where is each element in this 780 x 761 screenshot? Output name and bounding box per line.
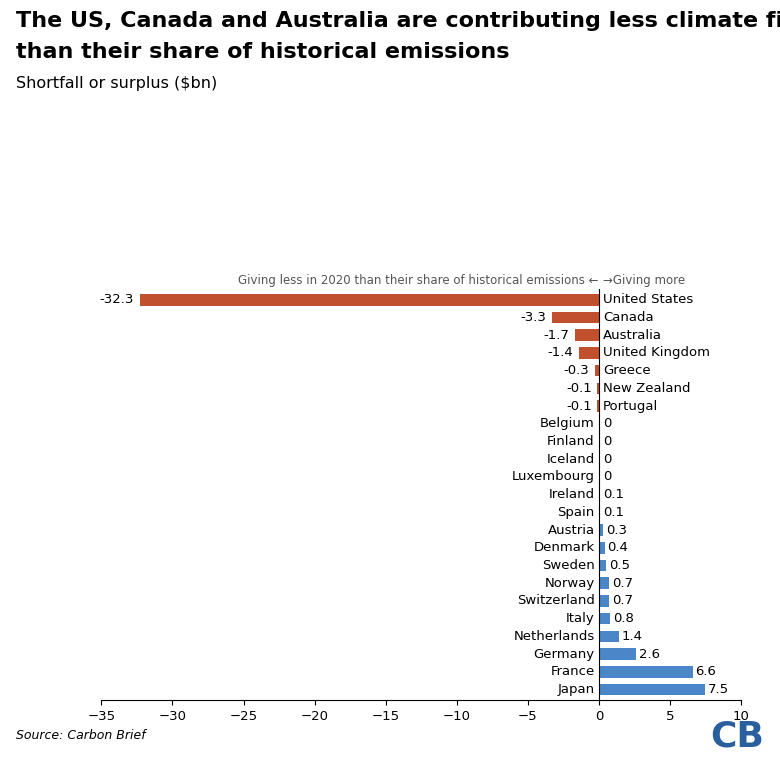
Text: New Zealand: New Zealand bbox=[603, 382, 690, 395]
Text: 0.8: 0.8 bbox=[613, 612, 634, 625]
Bar bbox=[599, 595, 609, 607]
Bar bbox=[599, 631, 619, 642]
Text: 0: 0 bbox=[603, 453, 612, 466]
Text: Japan: Japan bbox=[558, 683, 594, 696]
Text: than their share of historical emissions: than their share of historical emissions bbox=[16, 42, 509, 62]
Bar bbox=[599, 613, 610, 624]
Text: 2.6: 2.6 bbox=[639, 648, 660, 661]
Text: Iceland: Iceland bbox=[546, 453, 594, 466]
Text: -0.1: -0.1 bbox=[566, 400, 592, 412]
Bar bbox=[599, 648, 636, 660]
Text: -3.3: -3.3 bbox=[520, 311, 546, 324]
Text: -0.1: -0.1 bbox=[566, 382, 592, 395]
Text: Denmark: Denmark bbox=[534, 541, 594, 554]
Text: Canada: Canada bbox=[603, 311, 654, 324]
Text: -1.7: -1.7 bbox=[543, 329, 569, 342]
Text: Spain: Spain bbox=[558, 506, 594, 519]
Text: 0.7: 0.7 bbox=[612, 594, 633, 607]
Bar bbox=[140, 294, 599, 306]
Bar bbox=[599, 524, 603, 536]
Bar bbox=[599, 489, 601, 501]
Text: 7.5: 7.5 bbox=[708, 683, 729, 696]
Text: 0.5: 0.5 bbox=[609, 559, 629, 572]
Text: Giving less in 2020 than their share of historical emissions ←: Giving less in 2020 than their share of … bbox=[239, 273, 599, 287]
Text: 0.4: 0.4 bbox=[608, 541, 628, 554]
Bar bbox=[599, 578, 609, 589]
Text: 0.1: 0.1 bbox=[603, 488, 624, 501]
Bar bbox=[599, 666, 693, 677]
Text: Luxembourg: Luxembourg bbox=[512, 470, 594, 483]
Text: Greece: Greece bbox=[603, 365, 651, 377]
Bar bbox=[599, 542, 604, 553]
Text: Germany: Germany bbox=[534, 648, 594, 661]
Text: Belgium: Belgium bbox=[540, 417, 594, 430]
Bar bbox=[599, 507, 601, 518]
Text: Switzerland: Switzerland bbox=[516, 594, 594, 607]
Bar bbox=[597, 400, 599, 412]
Text: 0.3: 0.3 bbox=[606, 524, 627, 537]
Text: United States: United States bbox=[603, 293, 693, 307]
Text: -1.4: -1.4 bbox=[548, 346, 573, 359]
Text: Portugal: Portugal bbox=[603, 400, 658, 412]
Text: Italy: Italy bbox=[566, 612, 594, 625]
Text: -0.3: -0.3 bbox=[563, 365, 589, 377]
Text: 6.6: 6.6 bbox=[696, 665, 716, 678]
Text: Ireland: Ireland bbox=[548, 488, 594, 501]
Bar bbox=[599, 683, 705, 696]
Text: 0: 0 bbox=[603, 470, 612, 483]
Text: United Kingdom: United Kingdom bbox=[603, 346, 710, 359]
Text: 0.1: 0.1 bbox=[603, 506, 624, 519]
Bar bbox=[579, 347, 599, 358]
Text: 0: 0 bbox=[603, 435, 612, 448]
Text: Source: Carbon Brief: Source: Carbon Brief bbox=[16, 729, 145, 742]
Text: Austria: Austria bbox=[548, 524, 594, 537]
Text: The US, Canada and Australia are contributing less climate finance: The US, Canada and Australia are contrib… bbox=[16, 11, 780, 31]
Text: Norway: Norway bbox=[544, 577, 594, 590]
Text: Finland: Finland bbox=[547, 435, 594, 448]
Bar bbox=[575, 330, 599, 341]
Text: Shortfall or surplus ($bn): Shortfall or surplus ($bn) bbox=[16, 76, 217, 91]
Bar bbox=[552, 312, 599, 323]
Bar bbox=[597, 383, 599, 394]
Text: -32.3: -32.3 bbox=[100, 293, 134, 307]
Bar bbox=[599, 560, 606, 572]
Text: 1.4: 1.4 bbox=[622, 630, 643, 643]
Text: Sweden: Sweden bbox=[542, 559, 594, 572]
Text: 0.7: 0.7 bbox=[612, 577, 633, 590]
Text: Netherlands: Netherlands bbox=[513, 630, 594, 643]
Text: →Giving more: →Giving more bbox=[603, 273, 686, 287]
Text: France: France bbox=[551, 665, 594, 678]
Text: CB: CB bbox=[711, 719, 764, 753]
Text: Australia: Australia bbox=[603, 329, 662, 342]
Text: 0: 0 bbox=[603, 417, 612, 430]
Bar bbox=[594, 365, 599, 377]
